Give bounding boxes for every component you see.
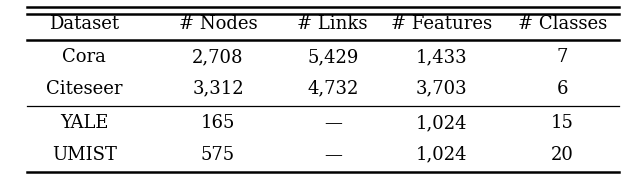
Text: 1,024: 1,024 <box>415 114 467 132</box>
Text: 6: 6 <box>556 79 568 98</box>
Text: —: — <box>324 114 342 132</box>
Text: UMIST: UMIST <box>52 146 116 164</box>
Text: 165: 165 <box>201 114 236 132</box>
Text: # Classes: # Classes <box>518 15 607 33</box>
Text: # Features: # Features <box>390 15 492 33</box>
Text: 2,708: 2,708 <box>192 48 244 66</box>
Text: —: — <box>324 146 342 164</box>
Text: 5,429: 5,429 <box>307 48 358 66</box>
Text: 15: 15 <box>550 114 573 132</box>
Text: # Nodes: # Nodes <box>179 15 257 33</box>
Text: Cora: Cora <box>62 48 106 66</box>
Text: Dataset: Dataset <box>49 15 119 33</box>
Text: # Links: # Links <box>298 15 368 33</box>
Text: 575: 575 <box>201 146 235 164</box>
Text: Citeseer: Citeseer <box>46 79 122 98</box>
Text: 1,024: 1,024 <box>415 146 467 164</box>
Text: 3,312: 3,312 <box>192 79 244 98</box>
Text: YALE: YALE <box>60 114 108 132</box>
Text: 3,703: 3,703 <box>415 79 467 98</box>
Text: 20: 20 <box>550 146 573 164</box>
Text: 4,732: 4,732 <box>307 79 358 98</box>
Text: 1,433: 1,433 <box>415 48 467 66</box>
Text: 7: 7 <box>556 48 568 66</box>
